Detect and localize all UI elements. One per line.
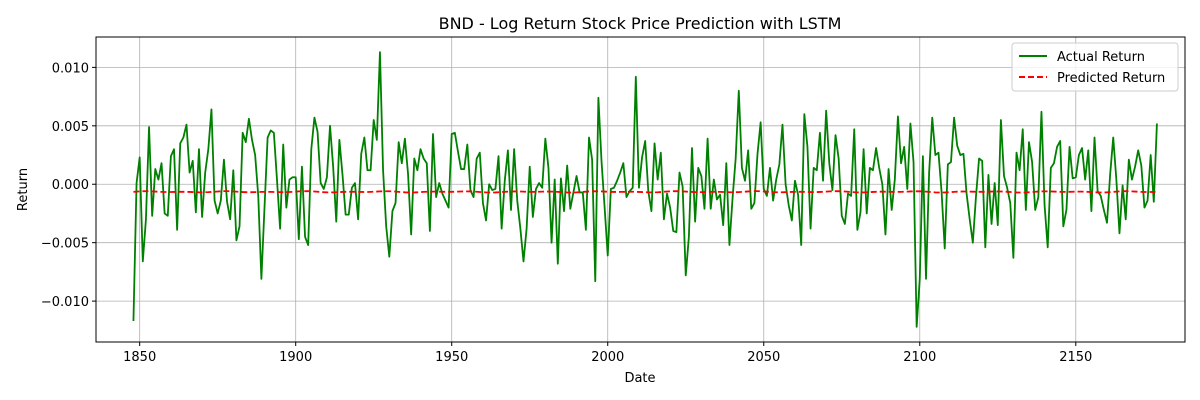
- x-tick-label: 2000: [591, 350, 624, 365]
- y-axis-label: Return: [16, 168, 31, 211]
- y-axis: −0.010 −0.005 0.000 0.005 0.010: [41, 61, 96, 310]
- x-tick-label: 2100: [903, 350, 936, 365]
- y-tick-label: −0.010: [41, 295, 89, 310]
- y-tick-label: −0.005: [41, 237, 89, 252]
- y-tick-label: 0.005: [52, 120, 89, 135]
- x-tick-label: 2050: [747, 350, 780, 365]
- plot-area: [132, 51, 1158, 328]
- x-tick-label: 2150: [1059, 350, 1092, 365]
- legend-predicted-label: Predicted Return: [1057, 71, 1165, 86]
- y-tick-label: 0.000: [52, 178, 89, 193]
- legend-box: [1011, 42, 1179, 92]
- x-tick-label: 1900: [279, 350, 312, 365]
- legend-actual-label: Actual Return: [1057, 50, 1145, 65]
- series-actual-return: [132, 51, 1158, 328]
- x-tick-label: 1850: [123, 350, 156, 365]
- plot-frame: [95, 36, 1186, 343]
- x-axis-label: Date: [624, 371, 655, 386]
- actual-return-line: [132, 51, 1158, 328]
- x-axis: 1850 1900 1950 2000 2050 2100 2150: [123, 342, 1092, 365]
- grid: [96, 37, 1185, 342]
- x-tick-label: 1950: [435, 350, 468, 365]
- legend: Actual Return Predicted Return: [1011, 42, 1179, 92]
- chart-title: BND - Log Return Stock Price Prediction …: [439, 14, 842, 33]
- y-tick-label: 0.010: [52, 61, 89, 76]
